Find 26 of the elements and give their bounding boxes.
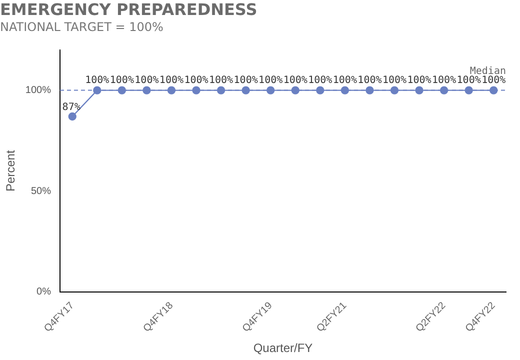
data-label: 100%: [358, 74, 382, 86]
data-label: 87%: [62, 102, 80, 114]
data-label: 100%: [432, 74, 456, 86]
data-label: 100%: [456, 74, 481, 86]
x-axis-title: Quarter/FY: [253, 341, 313, 356]
y-tick-label: 100%: [25, 85, 52, 96]
data-label: 100%: [85, 74, 110, 86]
ref-line-label: Median: [470, 66, 506, 77]
data-label: 100%: [208, 74, 234, 86]
chart-title: EMERGENCY PREPAREDNESS: [0, 0, 258, 19]
data-label: 100%: [159, 74, 184, 86]
data-label: 100%: [482, 74, 506, 86]
y-axis-title: Percent: [4, 150, 18, 192]
data-label: 100%: [283, 74, 308, 86]
data-label: 100%: [258, 74, 283, 86]
data-label: 100%: [382, 74, 407, 86]
data-label: 100%: [407, 74, 432, 86]
data-label: 100%: [134, 74, 159, 86]
chart-subtitle: NATIONAL TARGET = 100%: [0, 20, 164, 34]
data-label: 100%: [308, 74, 332, 86]
data-label: 100%: [184, 74, 208, 86]
y-tick-label: 0%: [36, 286, 52, 298]
y-tick-label: 50%: [30, 186, 52, 197]
data-label: 100%: [234, 74, 258, 86]
data-label: 100%: [110, 74, 134, 86]
data-label: 100%: [332, 74, 357, 86]
